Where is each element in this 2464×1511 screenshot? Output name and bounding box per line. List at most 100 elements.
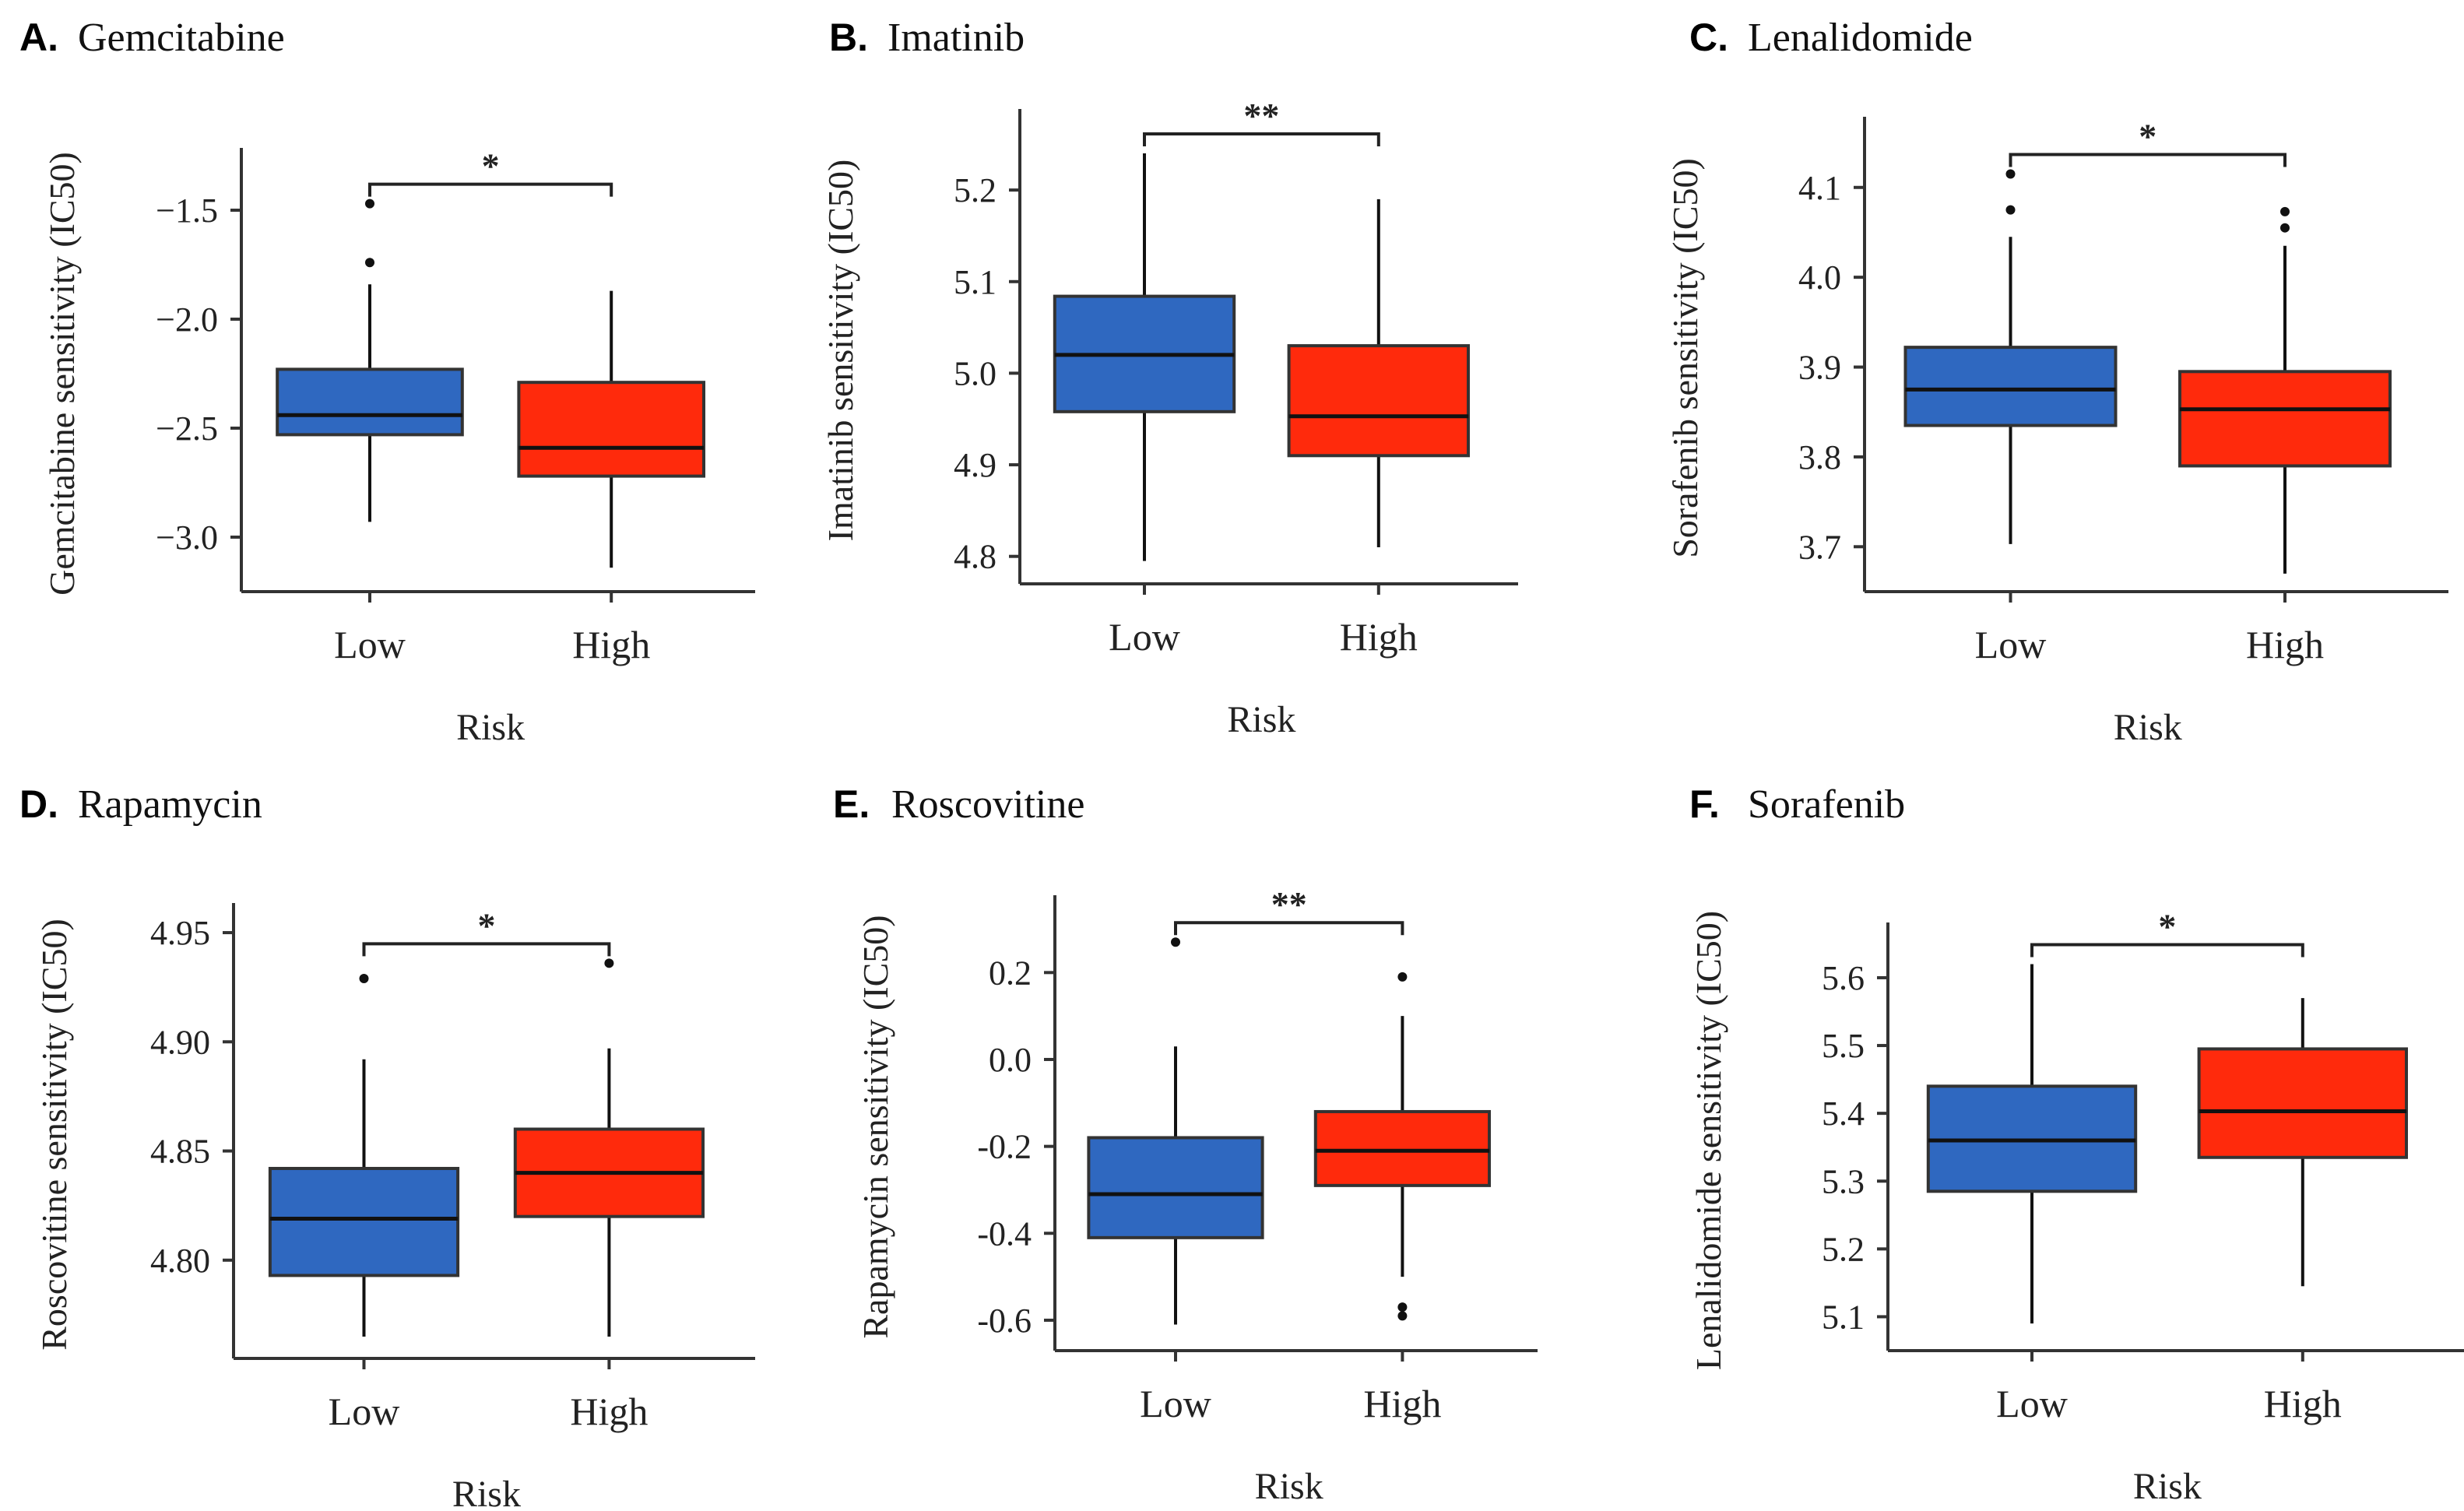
x-tick-label-high: High xyxy=(2246,623,2324,666)
y-tick-label: 4.8 xyxy=(954,538,996,576)
outlier-point-low xyxy=(2005,205,2016,215)
x-axis-title: Risk xyxy=(456,707,525,748)
panel-title: Roscovitine xyxy=(891,782,1084,827)
significance-bracket xyxy=(2009,153,2286,167)
box-high xyxy=(517,381,706,478)
y-tick-label: 5.1 xyxy=(1822,1298,1865,1336)
panel-a: A. Gemcitabine −3.0 −2.5 −2.0 −1.5 Low High Risk… xyxy=(19,16,755,748)
significance-label: * xyxy=(477,905,495,945)
y-tick-label: 4.1 xyxy=(1798,169,1841,207)
box-low xyxy=(276,367,464,437)
y-tick-label: 5.2 xyxy=(954,171,996,209)
panel-letter: A. xyxy=(19,16,58,59)
y-axis-title: Lenalidomide sensitivity (IC50) xyxy=(1689,911,1728,1370)
box-low xyxy=(1903,346,2118,427)
outlier-point-low xyxy=(365,199,374,209)
x-axis-title: Risk xyxy=(452,1474,521,1511)
y-tick-label: 0.2 xyxy=(989,954,1032,992)
y-tick-label: 4.80 xyxy=(150,1242,210,1280)
y-tick-label: 4.90 xyxy=(150,1023,210,1061)
x-tick-label-low: Low xyxy=(1996,1382,2068,1425)
outlier-point-low xyxy=(365,258,374,268)
panel-c: C. Lenalidomide 3.7 3.8 3.9 4.0 4.1 Low High Risk… xyxy=(1665,16,2448,748)
y-axis-title: Imatinib sensitivity (IC50) xyxy=(821,160,860,542)
panel-title: Imatinib xyxy=(888,16,1025,60)
outlier-point-low xyxy=(359,973,369,983)
panel-letter: C. xyxy=(1689,16,1728,59)
significance-label: * xyxy=(2158,907,2176,947)
panel-d: D. Rapamycin 4.80 4.85 4.90 4.95 Low High Risk Ro… xyxy=(19,782,755,1511)
x-axis-title: Risk xyxy=(2114,707,2182,748)
y-axis-title: Roscovitine sensitivity (IC50) xyxy=(34,919,74,1351)
outlier-point-high xyxy=(1397,1302,1408,1312)
panel-letter: B. xyxy=(829,16,868,59)
y-tick-label: 4.95 xyxy=(150,914,210,952)
y-tick-label: 4.0 xyxy=(1798,258,1841,297)
x-tick-label-low: Low xyxy=(1140,1382,1211,1425)
y-tick-label: 5.5 xyxy=(1822,1027,1865,1065)
box-low xyxy=(268,1166,460,1277)
panel-title: Gemcitabine xyxy=(78,16,285,60)
x-axis-title: Risk xyxy=(1227,699,1295,740)
box-high xyxy=(1313,1109,1492,1187)
panel-title: Sorafenib xyxy=(1748,782,1905,827)
x-tick-label-high: High xyxy=(1340,615,1418,659)
x-tick-label-high: High xyxy=(570,1390,648,1433)
panel-letter: E. xyxy=(833,782,870,826)
panel-e: E. Roscovitine -0.6 -0.4 -0.2 0.0 0.2 Low High Ri… xyxy=(833,782,1538,1507)
x-tick-label-low: Low xyxy=(334,623,406,666)
significance-bracket xyxy=(1174,921,1404,936)
y-tick-label: -0.4 xyxy=(977,1214,1032,1253)
y-tick-label: 5.4 xyxy=(1822,1095,1865,1133)
significance-label: ** xyxy=(1243,96,1279,135)
outlier-point-high xyxy=(1397,972,1408,982)
x-axis-title: Risk xyxy=(1255,1466,1323,1507)
x-tick-label-high: High xyxy=(1363,1382,1441,1425)
y-tick-label: −3.0 xyxy=(156,518,218,557)
significance-bracket xyxy=(2030,943,2304,958)
significance-bracket xyxy=(1143,132,1380,147)
y-tick-label: −2.0 xyxy=(156,300,218,339)
significance-label: * xyxy=(2139,116,2156,156)
significance-label: * xyxy=(482,146,500,186)
x-tick-label-low: Low xyxy=(1109,615,1180,659)
y-tick-label: 0.0 xyxy=(989,1041,1032,1079)
x-tick-label-low: Low xyxy=(329,1390,400,1433)
y-tick-label: 5.3 xyxy=(1822,1162,1865,1200)
y-tick-label: 3.9 xyxy=(1798,349,1841,387)
outlier-point-low xyxy=(1171,937,1180,947)
box-high xyxy=(1287,344,1470,458)
box-high xyxy=(2178,370,2392,468)
y-axis-title: Rapamycin sensitivity (IC50) xyxy=(856,915,895,1338)
x-tick-label-high: High xyxy=(2264,1382,2342,1425)
significance-label: ** xyxy=(1271,884,1307,924)
panel-title: Lenalidomide xyxy=(1748,16,1973,60)
y-tick-label: 4.9 xyxy=(954,446,996,484)
panel-b: B. Imatinib 4.8 4.9 5.0 5.1 5.2 Low High Risk Imat… xyxy=(821,16,1518,740)
outlier-point-high xyxy=(604,958,614,968)
outlier-point-high xyxy=(2280,206,2290,216)
y-axis-title: Sorafenib sensitivity (IC50) xyxy=(1665,158,1705,558)
x-tick-label-high: High xyxy=(572,623,650,666)
y-tick-label: 3.8 xyxy=(1798,438,1841,476)
y-axis-title: Gemcitabine sensitivity (IC50) xyxy=(42,152,82,596)
outlier-point-high xyxy=(2280,223,2290,233)
panel-title: Rapamycin xyxy=(78,782,262,827)
y-tick-label: 5.2 xyxy=(1822,1230,1865,1268)
significance-bracket xyxy=(362,942,611,957)
outlier-point-low xyxy=(2005,169,2016,179)
y-tick-label: 5.0 xyxy=(954,354,996,392)
panel-letter: D. xyxy=(19,782,58,826)
panel-letter: F. xyxy=(1689,782,1720,826)
box-low xyxy=(1087,1136,1264,1239)
box-high xyxy=(2197,1047,2409,1159)
y-tick-label: -0.2 xyxy=(977,1128,1032,1166)
y-tick-label: 5.6 xyxy=(1822,959,1865,997)
y-tick-label: 5.1 xyxy=(954,263,996,301)
y-tick-label: −1.5 xyxy=(156,192,218,230)
x-tick-label-low: Low xyxy=(1975,623,2047,666)
y-tick-label: -0.6 xyxy=(977,1302,1032,1340)
y-tick-label: 4.85 xyxy=(150,1133,210,1171)
x-axis-title: Risk xyxy=(2133,1466,2202,1507)
